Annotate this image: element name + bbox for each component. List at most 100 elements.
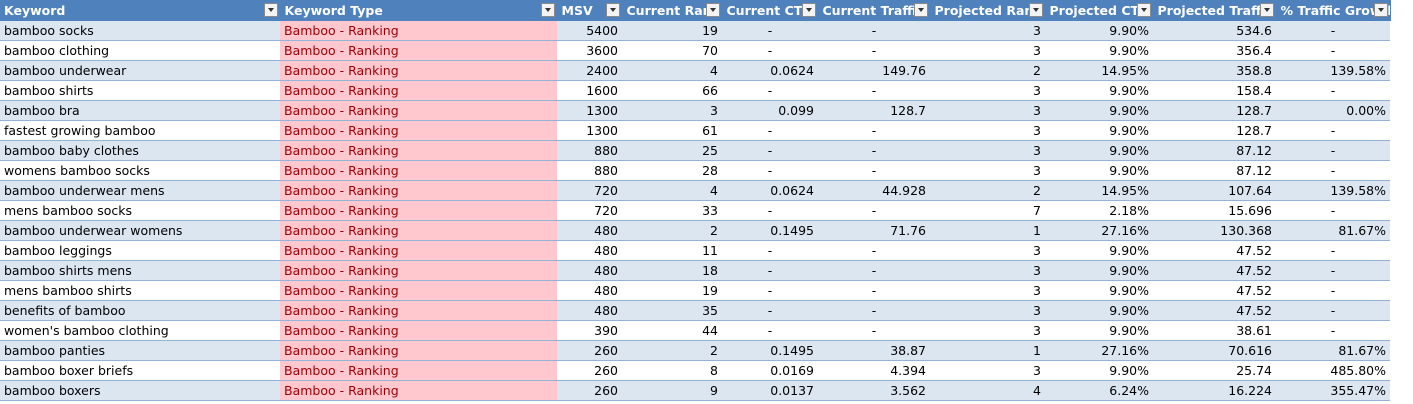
cell: - <box>818 300 930 321</box>
cell: bamboo shirts mens <box>0 260 280 281</box>
cell: 128.7 <box>1153 120 1276 141</box>
cell: 25.74 <box>1153 360 1276 381</box>
cell: 139.58% <box>1276 180 1390 201</box>
filter-button[interactable] <box>263 3 278 17</box>
cell: - <box>722 40 818 61</box>
table-row: bamboo underwear womens Bamboo - Ranking 4… <box>0 220 1390 241</box>
cell: 47.52 <box>1153 280 1276 301</box>
cell: Bamboo - Ranking <box>280 200 557 221</box>
cell: 534.6 <box>1153 21 1276 41</box>
cell: 0.1495 <box>722 340 818 361</box>
cell: - <box>722 80 818 101</box>
cell: 480 <box>557 300 622 321</box>
cell: bamboo baby clothes <box>0 140 280 161</box>
cell: - <box>1276 300 1390 321</box>
cell: 9.90% <box>1045 360 1153 381</box>
filter-button[interactable] <box>540 3 555 17</box>
cell: mens bamboo socks <box>0 200 280 221</box>
header-text: Projected Rank <box>934 3 1042 18</box>
header-text: % Traffic Growth <box>1280 3 1390 18</box>
column-header: Keyword Type <box>280 0 558 21</box>
cell: bamboo socks <box>0 21 280 41</box>
cell: 11 <box>622 240 722 261</box>
table-row: bamboo panties Bamboo - Ranking 260 2 0.1495… <box>0 340 1390 361</box>
cell: Bamboo - Ranking <box>280 260 557 281</box>
cell: - <box>818 21 930 41</box>
cell: 18 <box>622 260 722 281</box>
cell: - <box>818 80 930 101</box>
filter-button[interactable] <box>705 3 720 17</box>
cell: Bamboo - Ranking <box>280 140 557 161</box>
cell: 2400 <box>557 60 622 81</box>
cell: - <box>722 160 818 181</box>
cell: - <box>818 320 930 341</box>
header-text: MSV <box>561 3 593 18</box>
header-text: Projected Traffic <box>1157 3 1273 18</box>
cell: Bamboo - Ranking <box>280 300 557 321</box>
cell: 880 <box>557 160 622 181</box>
filter-button[interactable] <box>1259 3 1274 17</box>
table-row: mens bamboo shirts Bamboo - Ranking 480 19-… <box>0 280 1390 301</box>
filter-button[interactable] <box>1136 3 1151 17</box>
cell: 2 <box>930 180 1045 201</box>
table-row: fastest growing bamboo Bamboo - Ranking 13… <box>0 120 1390 141</box>
cell: Bamboo - Ranking <box>280 380 557 401</box>
cell: - <box>1276 120 1390 141</box>
filter-button[interactable] <box>913 3 928 17</box>
header-text: Keyword <box>4 3 66 18</box>
cell: 485.80% <box>1276 360 1390 381</box>
cell: Bamboo - Ranking <box>280 21 557 41</box>
cell: 128.7 <box>1153 100 1276 121</box>
cell: 9.90% <box>1045 320 1153 341</box>
cell: Bamboo - Ranking <box>280 40 557 61</box>
cell: 260 <box>557 380 622 401</box>
cell: 9.90% <box>1045 240 1153 261</box>
spreadsheet: Keyword Keyword Type MSV Current Rank Curren… <box>0 0 1391 401</box>
cell: 260 <box>557 360 622 381</box>
cell: 0.1495 <box>722 220 818 241</box>
cell: 3 <box>930 360 1045 381</box>
table-row: bamboo leggings Bamboo - Ranking 480 11- -3 9… <box>0 240 1390 261</box>
cell: - <box>722 200 818 221</box>
cell: 27.16% <box>1045 340 1153 361</box>
cell: bamboo underwear mens <box>0 180 280 201</box>
filter-button[interactable] <box>605 3 620 17</box>
cell: 47.52 <box>1153 260 1276 281</box>
filter-button[interactable] <box>801 3 816 17</box>
cell: 27.16% <box>1045 220 1153 241</box>
cell: - <box>722 280 818 301</box>
cell: 880 <box>557 140 622 161</box>
cell: 3 <box>930 300 1045 321</box>
cell: Bamboo - Ranking <box>280 80 557 101</box>
cell: 3 <box>930 260 1045 281</box>
cell: 5400 <box>557 21 622 41</box>
cell: Bamboo - Ranking <box>280 340 557 361</box>
cell: - <box>818 160 930 181</box>
filter-button[interactable] <box>1373 3 1388 17</box>
cell: 1 <box>930 340 1045 361</box>
cell: 356.4 <box>1153 40 1276 61</box>
cell: 0.0624 <box>722 180 818 201</box>
cell: 0.00% <box>1276 100 1390 121</box>
cell: 3600 <box>557 40 622 61</box>
cell: - <box>818 200 930 221</box>
table-row: bamboo underwear Bamboo - Ranking 2400 4 0.0… <box>0 60 1390 81</box>
header-text: Projected CTR <box>1049 3 1149 18</box>
cell: 3 <box>622 100 722 121</box>
header-row: Keyword Keyword Type MSV Current Rank Curren… <box>0 0 1391 21</box>
table-row: bamboo clothing Bamboo - Ranking 3600 70- -3… <box>0 40 1390 61</box>
cell: 9.90% <box>1045 160 1153 181</box>
cell: 0.0169 <box>722 360 818 381</box>
cell: 6.24% <box>1045 380 1153 401</box>
cell: 1300 <box>557 120 622 141</box>
table-row: benefits of bamboo Bamboo - Ranking 480 35-… <box>0 300 1390 321</box>
cell: 35 <box>622 300 722 321</box>
cell: 9.90% <box>1045 140 1153 161</box>
cell: - <box>818 40 930 61</box>
cell: 15.696 <box>1153 200 1276 221</box>
cell: 130.368 <box>1153 220 1276 241</box>
filter-button[interactable] <box>1028 3 1043 17</box>
cell: 71.76 <box>818 220 930 241</box>
cell: 3.562 <box>818 380 930 401</box>
cell: 4 <box>930 380 1045 401</box>
